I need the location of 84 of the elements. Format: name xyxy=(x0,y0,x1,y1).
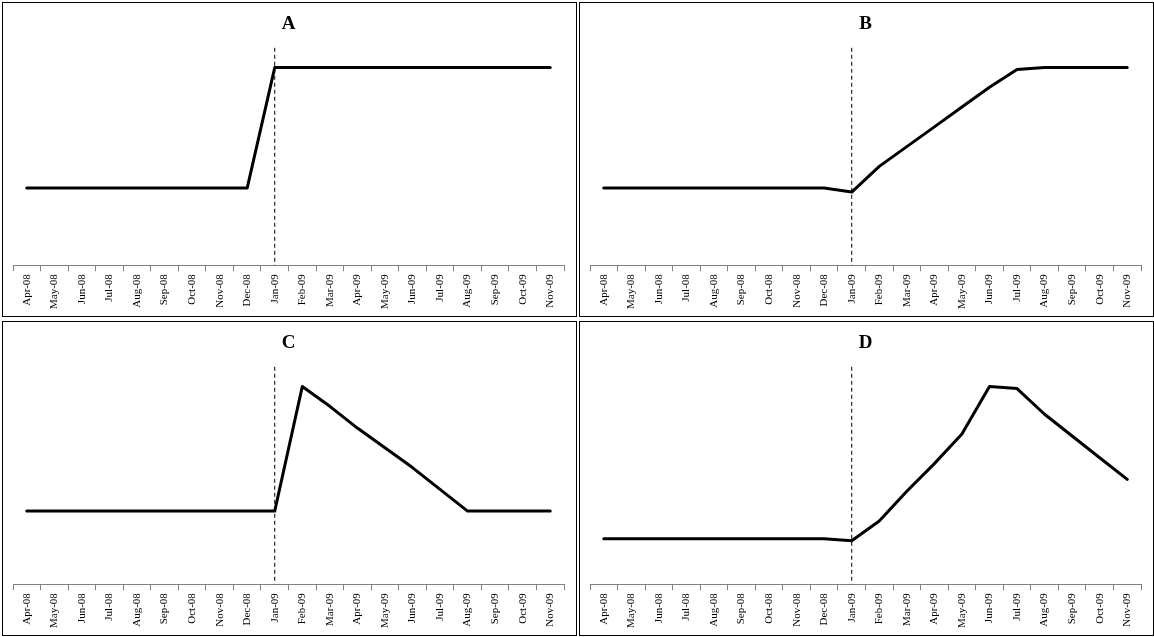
chart-title: B xyxy=(859,12,873,34)
x-tick-label: Feb-09 xyxy=(295,592,308,625)
x-tick-label: Jul-08 xyxy=(102,273,115,302)
x-tick-label: Jul-09 xyxy=(432,273,445,302)
x-tick-label: Oct-09 xyxy=(515,592,528,624)
x-tick-label: Oct-09 xyxy=(1092,592,1105,624)
x-tick-label: Aug-09 xyxy=(460,273,473,308)
x-tick-label: Sep-08 xyxy=(157,273,170,306)
x-tick-label: Nov-08 xyxy=(789,273,802,308)
x-tick-label: Nov-09 xyxy=(543,592,556,627)
x-tick-label: Sep-08 xyxy=(734,273,747,306)
x-tick-label: Aug-08 xyxy=(129,592,142,627)
x-tick-label: Nov-09 xyxy=(1120,592,1133,627)
x-tick-label: Aug-09 xyxy=(1037,592,1050,627)
x-tick-label: Oct-08 xyxy=(761,273,774,305)
chart-title: C xyxy=(281,331,296,353)
x-tick-label: Jun-09 xyxy=(982,592,995,624)
x-tick-label: Apr-08 xyxy=(19,592,32,625)
x-tick-label: Mar-09 xyxy=(899,592,912,626)
x-tick-label: Jun-08 xyxy=(74,592,87,624)
x-tick-label: Mar-09 xyxy=(322,273,335,307)
x-tick-label: Aug-08 xyxy=(706,592,719,627)
x-tick-label: Apr-09 xyxy=(927,592,940,625)
x-tick-label: Aug-08 xyxy=(129,273,142,308)
x-tick-label: Oct-08 xyxy=(184,592,197,624)
x-tick-label: May-08 xyxy=(624,273,637,309)
x-tick-label: Apr-09 xyxy=(927,273,940,306)
x-tick-label: Nov-09 xyxy=(1120,273,1133,308)
x-tick-label: Nov-08 xyxy=(212,592,225,627)
x-tick-label: Mar-09 xyxy=(322,592,335,626)
x-tick-label: Jul-09 xyxy=(1009,592,1022,621)
x-tick-label: Sep-09 xyxy=(1065,592,1078,625)
x-tick-label: Dec-08 xyxy=(240,273,253,307)
x-tick-label: Jun-08 xyxy=(651,592,664,624)
x-tick-label: Apr-08 xyxy=(596,273,609,306)
x-tick-label: May-08 xyxy=(47,273,60,309)
x-tick-label: Apr-08 xyxy=(596,592,609,625)
chart-title: D xyxy=(858,331,873,353)
x-tick-label: Jul-09 xyxy=(432,592,445,621)
x-tick-label: May-09 xyxy=(377,273,390,309)
x-tick-label: Sep-09 xyxy=(488,592,501,625)
x-tick-label: Jul-08 xyxy=(679,592,692,621)
x-tick-label: Nov-08 xyxy=(212,273,225,308)
x-tick-label: Oct-09 xyxy=(515,273,528,305)
x-tick-label: Jan-09 xyxy=(267,273,280,304)
x-tick-label: Sep-09 xyxy=(1065,273,1078,306)
x-tick-label: Apr-08 xyxy=(19,273,32,306)
x-tick-label: Jul-08 xyxy=(102,592,115,621)
x-tick-label: Dec-08 xyxy=(817,592,830,626)
x-tick-label: Feb-09 xyxy=(295,273,308,306)
x-tick-label: Mar-09 xyxy=(899,273,912,307)
x-tick-label: May-08 xyxy=(47,592,60,628)
x-tick-label: Jul-08 xyxy=(679,273,692,302)
x-tick-label: Oct-08 xyxy=(761,592,774,624)
x-tick-label: Feb-09 xyxy=(872,592,885,625)
x-tick-label: Sep-09 xyxy=(488,273,501,306)
chart-title: A xyxy=(281,12,296,34)
x-tick-label: Jul-09 xyxy=(1009,273,1022,302)
x-tick-label: Oct-09 xyxy=(1092,273,1105,305)
x-tick-label: May-09 xyxy=(377,592,390,628)
x-tick-label: Jun-09 xyxy=(405,592,418,624)
x-tick-label: Jun-08 xyxy=(651,273,664,305)
x-tick-label: Sep-08 xyxy=(734,592,747,625)
x-tick-label: Jan-09 xyxy=(844,592,857,623)
x-tick-label: Dec-08 xyxy=(817,273,830,307)
x-tick-label: Nov-08 xyxy=(789,592,802,627)
x-tick-label: Jan-09 xyxy=(267,592,280,623)
x-tick-label: Apr-09 xyxy=(350,592,363,625)
x-tick-label: Jun-09 xyxy=(982,273,995,305)
x-tick-label: Jun-08 xyxy=(74,273,87,305)
x-tick-label: Oct-08 xyxy=(184,273,197,305)
x-tick-label: Sep-08 xyxy=(157,592,170,625)
x-tick-label: Aug-09 xyxy=(460,592,473,627)
x-tick-label: May-09 xyxy=(954,592,967,628)
x-tick-label: Jun-09 xyxy=(405,273,418,305)
x-tick-label: Apr-09 xyxy=(350,273,363,306)
x-tick-label: Feb-09 xyxy=(872,273,885,306)
x-tick-label: Aug-09 xyxy=(1037,273,1050,308)
x-tick-label: May-09 xyxy=(954,273,967,309)
x-tick-label: Jan-09 xyxy=(844,273,857,304)
x-tick-label: Nov-09 xyxy=(543,273,556,308)
x-tick-label: Dec-08 xyxy=(240,592,253,626)
x-tick-label: May-08 xyxy=(624,592,637,628)
x-tick-label: Aug-08 xyxy=(706,273,719,308)
